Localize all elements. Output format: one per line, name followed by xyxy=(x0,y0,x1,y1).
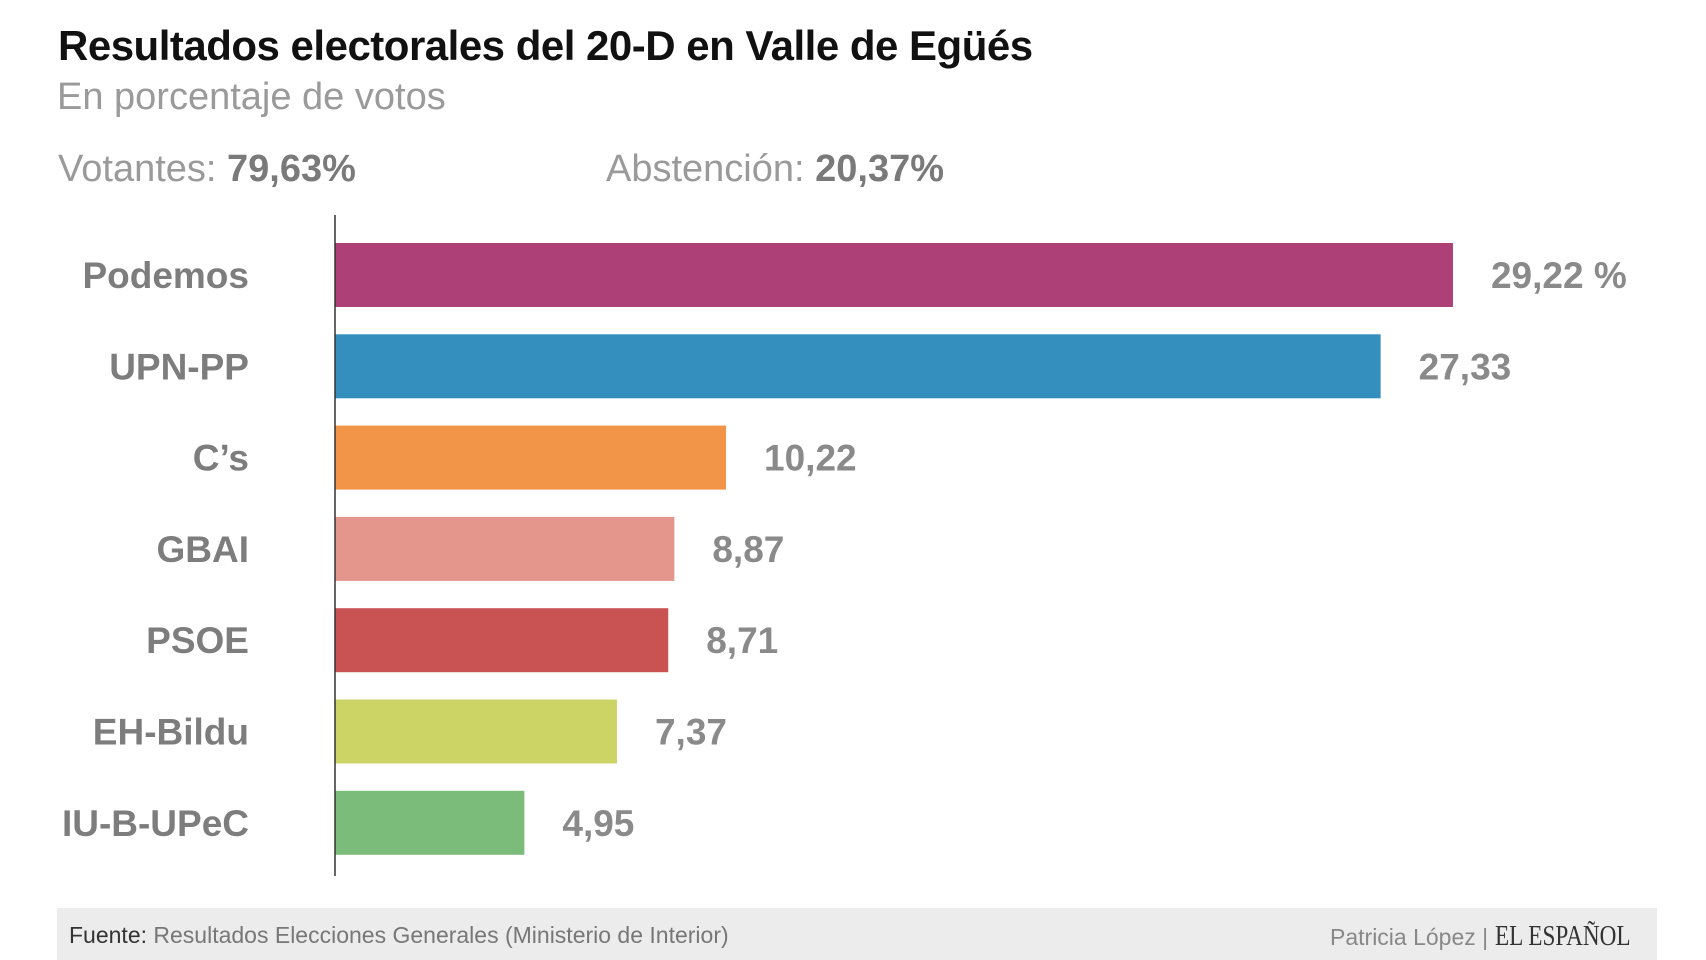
category-label: Podemos xyxy=(82,255,249,296)
author: Patricia López | xyxy=(1330,924,1489,950)
chart-title: Resultados electorales del 20-D en Valle… xyxy=(58,22,1033,69)
chart-subtitle: En porcentaje de votos xyxy=(57,76,446,118)
value-label: 7,37 xyxy=(655,712,727,753)
voters-label: Votantes: xyxy=(58,148,217,190)
bar xyxy=(335,425,727,490)
category-label: IU-B-UPeC xyxy=(62,803,249,844)
abstention-value: 20,37% xyxy=(815,148,945,190)
value-label: 8,71 xyxy=(706,620,778,661)
voters-stat: Votantes: 79,63% xyxy=(58,148,356,191)
source: Fuente: Resultados Elecciones Generales … xyxy=(69,922,729,949)
bar xyxy=(335,790,525,855)
voters-value: 79,63% xyxy=(227,148,356,190)
footer: Fuente: Resultados Elecciones Generales … xyxy=(57,908,1657,960)
value-label: 4,95 xyxy=(562,803,634,844)
value-label: 8,87 xyxy=(712,529,784,570)
credit: Patricia López | EL ESPAÑOL xyxy=(1330,920,1639,953)
value-label: 29,22 % xyxy=(1491,255,1627,296)
bar xyxy=(335,334,1381,399)
abstention-label: Abstención: xyxy=(606,148,805,190)
bar xyxy=(335,243,1453,307)
category-label: UPN-PP xyxy=(109,346,249,387)
source-label: Fuente: xyxy=(69,922,147,948)
category-label: EH-Bildu xyxy=(93,712,249,753)
bar-chart: Podemos 29,22 % UPN-PP 27,33 C’s 10,22 GBAI 8,8… xyxy=(62,215,1627,876)
category-label: PSOE xyxy=(146,620,249,661)
source-text: Resultados Elecciones Generales (Ministe… xyxy=(153,922,729,948)
abstention-stat: Abstención: 20,37% xyxy=(606,148,944,191)
bar xyxy=(335,608,669,673)
bar xyxy=(335,516,675,581)
el-espanol-logo: EL ESPAÑOL xyxy=(1494,920,1631,952)
value-label: 27,33 xyxy=(1419,346,1512,387)
bar xyxy=(335,699,617,764)
value-label: 10,22 xyxy=(764,438,857,479)
category-label: C’s xyxy=(193,438,249,479)
category-label: GBAI xyxy=(157,529,250,570)
